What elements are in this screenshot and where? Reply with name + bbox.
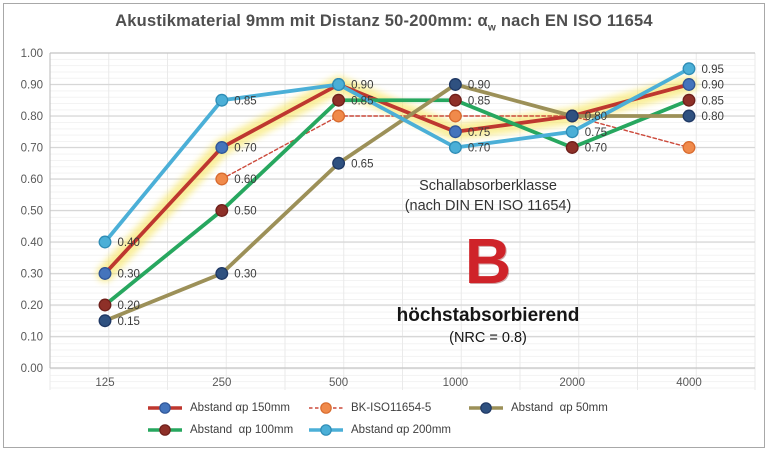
- y-tick-label: 0.20: [21, 300, 43, 312]
- point-label: 0.20: [118, 300, 140, 312]
- y-tick-label: 0.90: [21, 79, 43, 91]
- point-label: 0.40: [118, 237, 140, 249]
- series-line-s50: [103, 82, 691, 323]
- y-tick-label: 0.60: [21, 174, 43, 186]
- legend-label-s50: Abstand αp 50mm: [511, 402, 608, 414]
- series-marker-s200: [215, 93, 229, 107]
- series-marker-bk: [332, 109, 346, 123]
- y-tick-label: 1.00: [21, 48, 43, 60]
- chart-title-subscript: w: [487, 22, 497, 34]
- point-label: 0.50: [234, 206, 256, 218]
- x-tick-label: 4000: [676, 377, 702, 389]
- point-label: 0.90: [468, 80, 490, 92]
- y-tick-label: 0.00: [21, 363, 43, 375]
- x-tick-label: 1000: [443, 377, 469, 389]
- point-label: 0.70: [234, 143, 256, 155]
- series-marker-bk: [215, 172, 229, 186]
- series-marker-s200: [448, 141, 462, 154]
- point-label: 0.90: [702, 80, 724, 92]
- series-line-s100: [103, 98, 691, 307]
- legend-swatch-s200: [309, 424, 343, 436]
- series-marker-bk: [448, 109, 462, 123]
- legend-item-s200: Abstand αp 200mm: [308, 423, 451, 437]
- series-marker-s150: [215, 141, 229, 154]
- y-tick-label: 0.50: [21, 205, 43, 217]
- point-label: 0.95: [702, 64, 724, 76]
- chart-title-text: Akustikmaterial 9mm mit Distanz 50-200mm…: [115, 12, 488, 30]
- point-label: 0.85: [702, 95, 724, 107]
- y-tick-label: 0.80: [21, 111, 43, 123]
- series-marker-s50: [448, 78, 462, 91]
- x-tick-label: 500: [329, 377, 348, 389]
- point-label: 0.85: [351, 95, 373, 107]
- legend-item-s50: Abstand αp 50mm: [468, 401, 608, 415]
- absorber-class-nrc: (NRC = 0.8): [449, 330, 527, 346]
- absorber-class-description: höchstabsorbierend: [396, 305, 580, 326]
- series-marker-s100: [565, 141, 579, 154]
- point-label: 0.80: [585, 111, 607, 123]
- series-marker-s150: [448, 125, 462, 139]
- point-label: 0.15: [118, 316, 140, 328]
- series-marker-s100: [682, 93, 696, 107]
- legend-item-s150: Abstand αp 150mm: [147, 401, 290, 415]
- series-marker-s200: [98, 235, 112, 249]
- point-label: 0.30: [118, 269, 140, 281]
- legend-label-bk: BK-ISO11654-5: [351, 402, 432, 414]
- chart-title: Akustikmaterial 9mm mit Distanz 50-200mm…: [0, 12, 768, 33]
- series-marker-s100: [98, 298, 112, 312]
- point-label: 0.80: [702, 111, 724, 123]
- point-label: 0.85: [468, 95, 490, 107]
- y-tick-label: 0.70: [21, 142, 43, 154]
- y-tick-label: 0.30: [21, 268, 43, 280]
- x-tick-label: 250: [212, 377, 231, 389]
- series-marker-s50: [682, 109, 696, 123]
- series-marker-s50: [98, 314, 112, 328]
- legend-swatch-s50: [469, 402, 503, 414]
- legend-label-s200: Abstand αp 200mm: [351, 424, 451, 436]
- point-label: 0.75: [468, 127, 490, 139]
- point-label: 0.70: [468, 143, 490, 155]
- legend-swatch-s150: [148, 402, 182, 414]
- y-tick-label: 0.40: [21, 237, 43, 249]
- series-marker-bk: [682, 141, 696, 154]
- point-label: 0.30: [234, 269, 256, 281]
- legend-label-s150: Abstand αp 150mm: [190, 402, 290, 414]
- point-label: 0.75: [585, 127, 607, 139]
- point-label: 0.60: [234, 174, 256, 186]
- series-marker-s100: [215, 204, 229, 217]
- series-marker-s100: [448, 93, 462, 107]
- chart-title-text-end: nach EN ISO 11654: [496, 12, 653, 30]
- absorber-class-standard: (nach DIN EN ISO 11654): [404, 198, 572, 214]
- legend-swatch-s100: [148, 424, 182, 436]
- point-label: 0.85: [234, 95, 256, 107]
- series-line-s150: [103, 82, 691, 276]
- legend-swatch-bk: [309, 402, 343, 414]
- series-marker-s200: [682, 62, 696, 76]
- series-marker-s150: [98, 267, 112, 280]
- series-marker-s50: [565, 109, 579, 123]
- absorber-class-label: Schallabsorberklasse: [419, 178, 557, 194]
- series-marker-s50: [215, 267, 229, 280]
- point-label: 0.70: [585, 143, 607, 155]
- point-label: 0.90: [351, 80, 373, 92]
- x-tick-label: 125: [95, 377, 114, 389]
- series-marker-s100: [332, 93, 346, 107]
- absorber-class-annotation: Schallabsorberklasse (nach DIN EN ISO 11…: [377, 176, 599, 348]
- absorber-class-letter: B: [464, 225, 512, 297]
- series-marker-s200: [332, 78, 346, 91]
- point-label: 0.65: [351, 158, 373, 170]
- legend-item-s100: Abstand αp 100mm: [147, 423, 293, 437]
- series-marker-s150: [682, 78, 696, 91]
- legend-item-bk: BK-ISO11654-5: [308, 401, 431, 415]
- x-tick-label: 2000: [559, 377, 585, 389]
- series-marker-s50: [332, 156, 346, 170]
- legend-label-s100: Abstand αp 100mm: [190, 424, 294, 436]
- series-marker-s200: [565, 125, 579, 139]
- y-tick-label: 0.10: [21, 331, 43, 343]
- series-line-s200: [103, 66, 691, 244]
